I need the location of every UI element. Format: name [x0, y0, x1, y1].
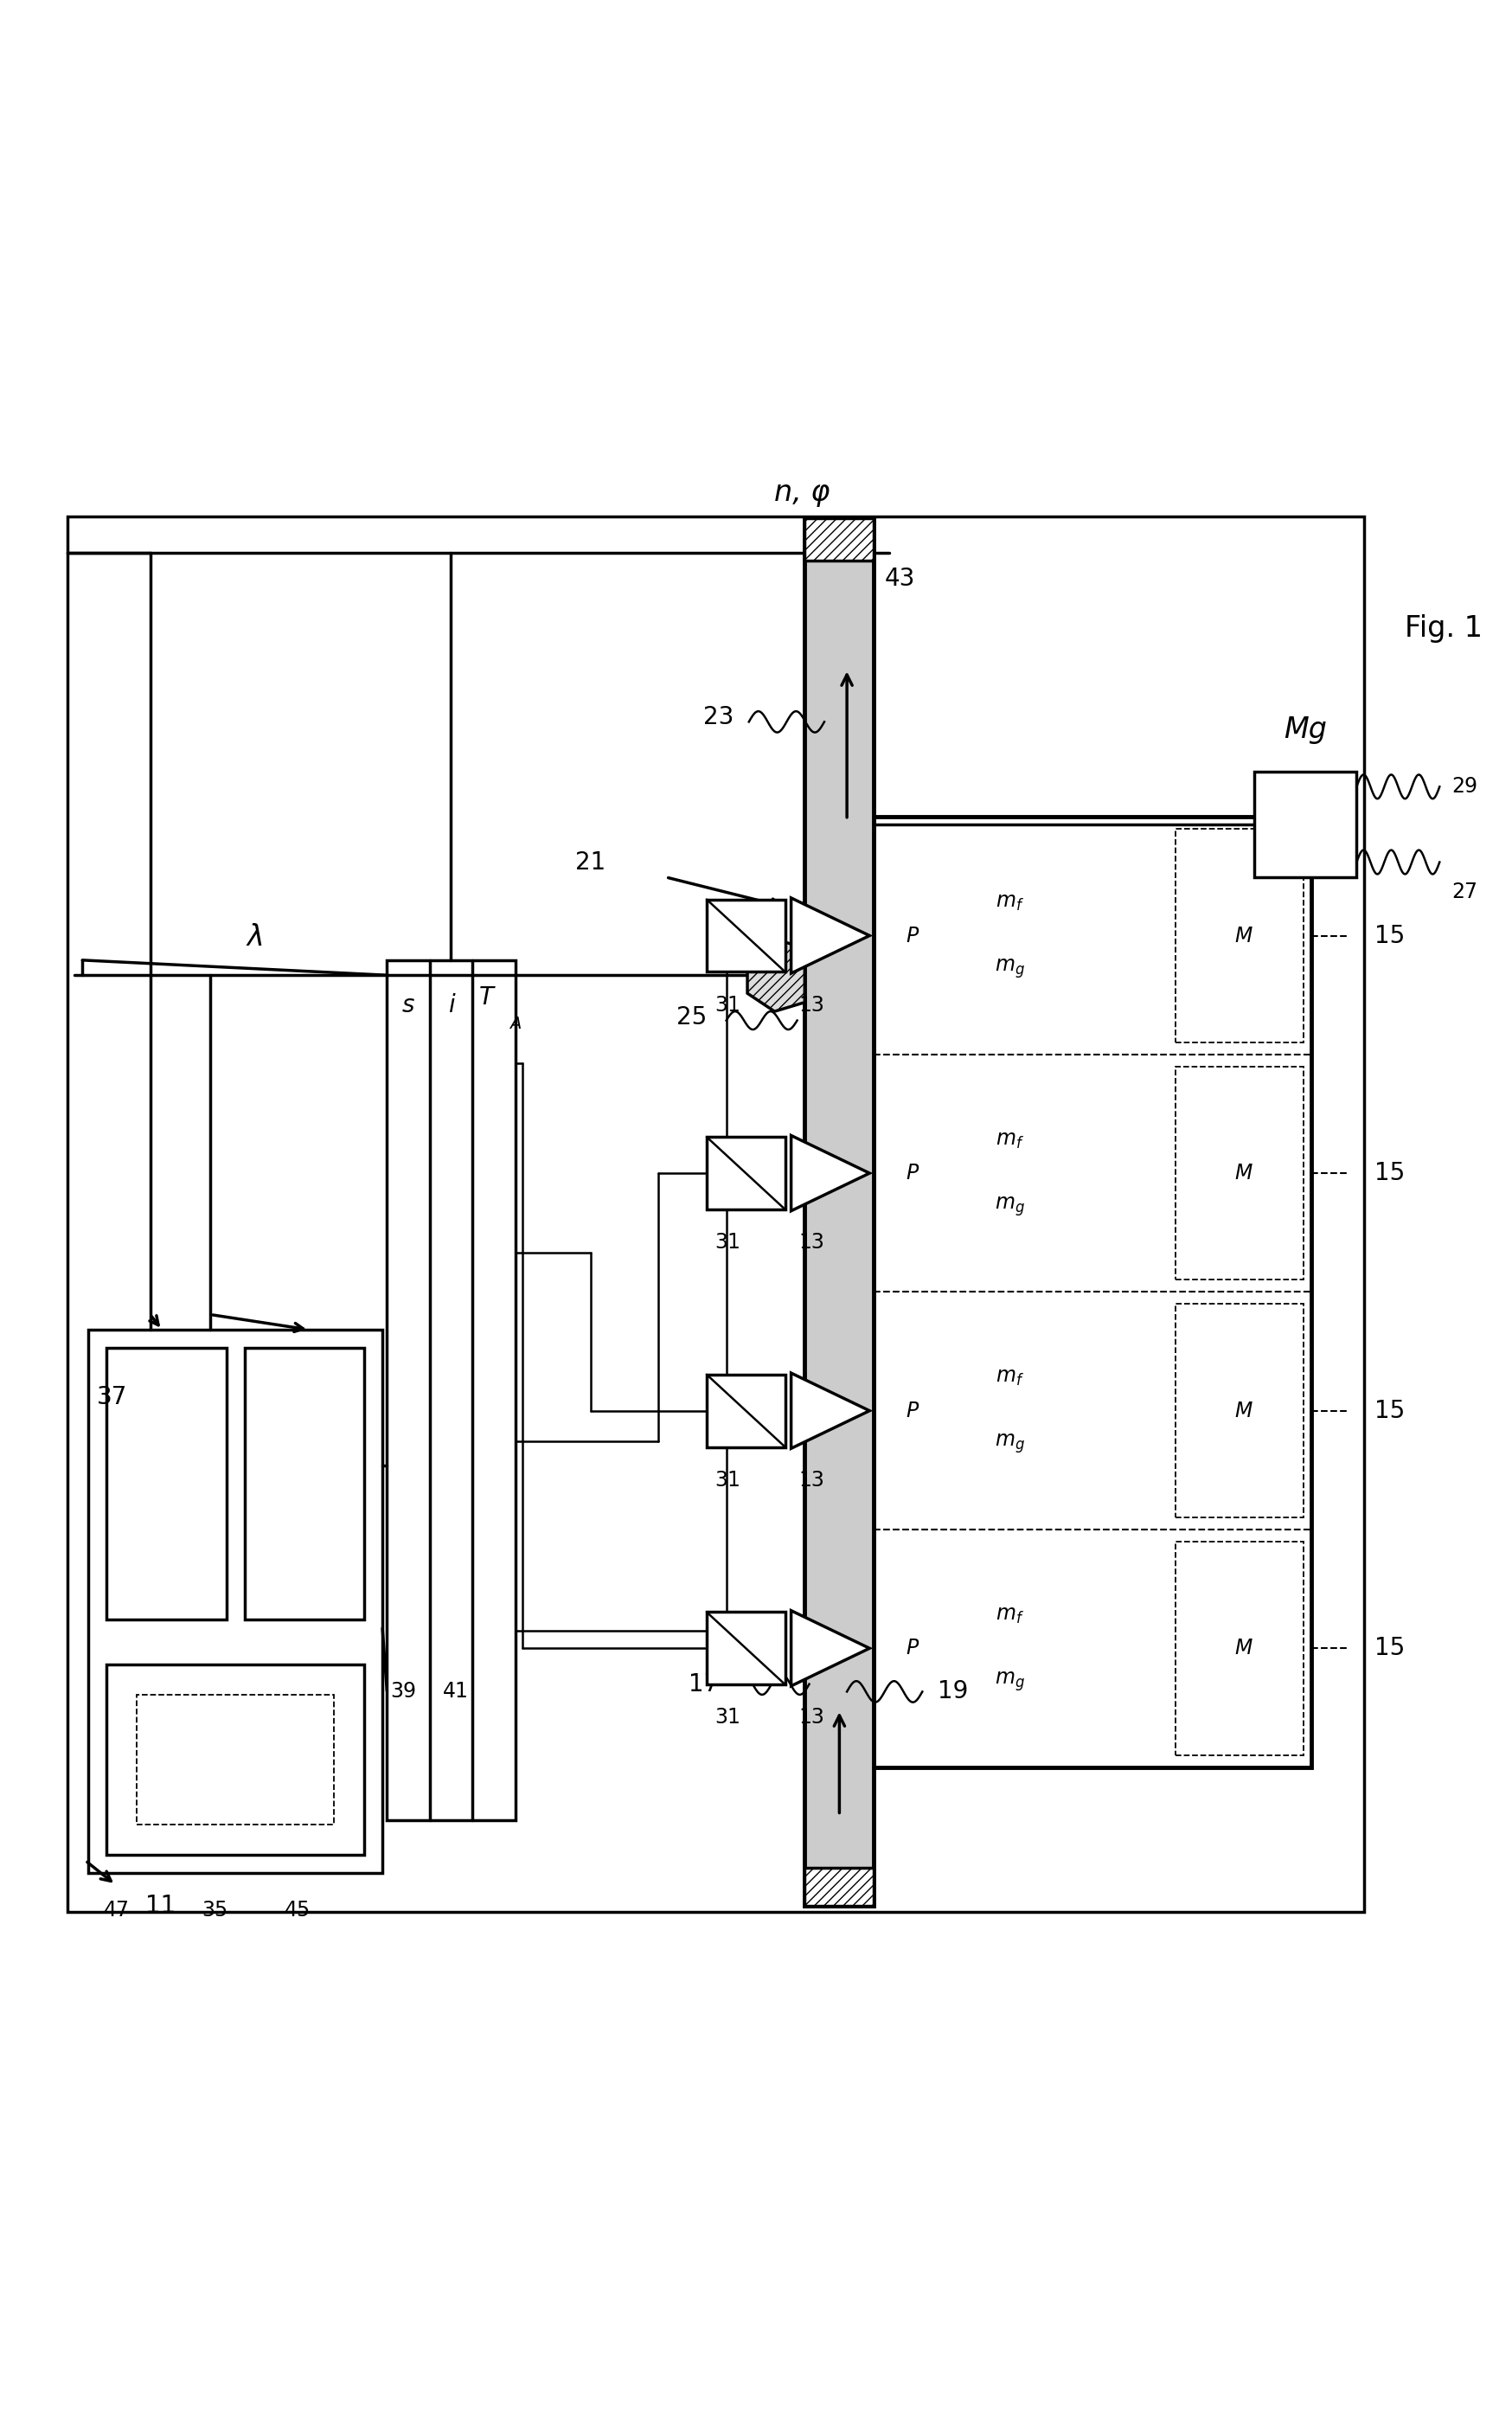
- Text: 11: 11: [145, 1893, 175, 1917]
- Text: $m_f$: $m_f$: [995, 1366, 1024, 1388]
- Text: 21: 21: [575, 851, 606, 875]
- Text: P: P: [906, 1163, 918, 1182]
- Text: 47: 47: [103, 1901, 130, 1920]
- Text: M: M: [1234, 1163, 1252, 1182]
- Text: 43: 43: [885, 566, 915, 590]
- Text: 13: 13: [798, 1233, 824, 1253]
- Text: 37: 37: [97, 1386, 127, 1410]
- Text: 15: 15: [1374, 1398, 1405, 1422]
- Text: $m_f$: $m_f$: [995, 1606, 1024, 1625]
- Bar: [804, 1869, 874, 1905]
- Text: $m_f$: $m_f$: [995, 892, 1024, 914]
- Bar: [1253, 771, 1356, 878]
- Text: i: i: [448, 994, 454, 1018]
- Bar: [706, 899, 785, 972]
- Bar: [706, 1136, 785, 1209]
- Bar: [706, 1613, 785, 1685]
- Text: 19: 19: [937, 1681, 968, 1705]
- Text: M: M: [1234, 926, 1252, 945]
- Text: 31: 31: [714, 1470, 739, 1489]
- Text: P: P: [906, 1637, 918, 1659]
- Bar: [106, 1347, 227, 1620]
- Text: n, φ: n, φ: [774, 479, 829, 508]
- Bar: [245, 1347, 364, 1620]
- Text: A: A: [510, 1016, 520, 1032]
- Polygon shape: [791, 1136, 869, 1211]
- Text: P: P: [906, 926, 918, 945]
- Polygon shape: [791, 1610, 869, 1685]
- Text: $m_g$: $m_g$: [995, 958, 1024, 979]
- Bar: [1175, 1066, 1303, 1279]
- Text: $m_g$: $m_g$: [995, 1194, 1024, 1219]
- Bar: [874, 817, 1311, 1768]
- Text: 13: 13: [798, 1470, 824, 1489]
- Bar: [804, 517, 874, 1905]
- Text: M: M: [1234, 1637, 1252, 1659]
- Text: Fig. 1: Fig. 1: [1405, 614, 1482, 643]
- Text: 15: 15: [1374, 924, 1405, 948]
- Bar: [67, 517, 1364, 1913]
- Polygon shape: [747, 938, 804, 1011]
- Polygon shape: [791, 1373, 869, 1448]
- Text: M: M: [1234, 1400, 1252, 1422]
- Text: 39: 39: [390, 1681, 416, 1702]
- Text: λ: λ: [246, 924, 265, 953]
- Bar: [804, 517, 874, 561]
- Bar: [106, 1664, 364, 1855]
- Bar: [1175, 829, 1303, 1042]
- Bar: [136, 1695, 334, 1823]
- Bar: [1175, 1543, 1303, 1755]
- Text: P: P: [906, 1400, 918, 1422]
- Text: 15: 15: [1374, 1637, 1405, 1661]
- Text: 31: 31: [714, 1707, 739, 1729]
- Text: 31: 31: [714, 1233, 739, 1253]
- Text: 13: 13: [798, 994, 824, 1016]
- Text: 17: 17: [688, 1671, 718, 1695]
- Text: 25: 25: [676, 1006, 706, 1030]
- Text: 15: 15: [1374, 1161, 1405, 1185]
- Text: 23: 23: [703, 706, 733, 730]
- Text: T: T: [479, 987, 493, 1011]
- Text: Mg: Mg: [1284, 716, 1326, 745]
- Bar: [1175, 1303, 1303, 1519]
- Text: $m_f$: $m_f$: [995, 1129, 1024, 1151]
- Text: 27: 27: [1452, 883, 1477, 902]
- Text: $m_g$: $m_g$: [995, 1431, 1024, 1456]
- Text: 13: 13: [798, 1707, 824, 1729]
- Text: 29: 29: [1452, 776, 1477, 798]
- Polygon shape: [791, 897, 869, 974]
- Bar: [706, 1373, 785, 1446]
- Bar: [387, 960, 516, 1821]
- Text: 45: 45: [284, 1901, 310, 1920]
- Text: s: s: [402, 994, 414, 1018]
- Text: $m_g$: $m_g$: [995, 1671, 1024, 1693]
- Bar: [88, 1330, 383, 1872]
- Text: 35: 35: [201, 1901, 227, 1920]
- Text: 31: 31: [714, 994, 739, 1016]
- Text: 41: 41: [443, 1681, 469, 1702]
